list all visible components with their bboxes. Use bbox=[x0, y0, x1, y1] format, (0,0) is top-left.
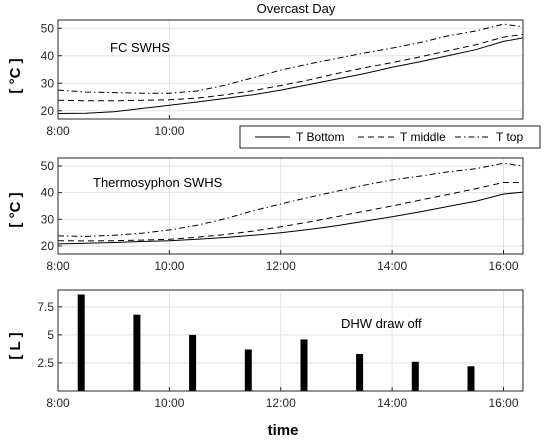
bar bbox=[244, 349, 252, 391]
y-axis-label: [ °C ] bbox=[7, 192, 24, 227]
bar bbox=[300, 339, 308, 391]
plot-frame bbox=[57, 157, 524, 255]
x-tick-label: 8:00 bbox=[46, 124, 70, 138]
series-lines bbox=[57, 162, 524, 245]
x-tick-label: 10:00 bbox=[154, 396, 184, 410]
x-tick-label: 10:00 bbox=[154, 124, 184, 138]
panel-annotation: DHW draw off bbox=[341, 316, 422, 331]
x-tick-labels: 8:00 10:00 12:00 14:00 16:00 bbox=[46, 250, 519, 273]
y-tick-label: 5 bbox=[47, 328, 54, 342]
panel-dhw-draw-off: 2.5 5 7.5 8:00 10:00 12:00 14:00 16:00 DHW dra… bbox=[7, 289, 524, 439]
panel-annotation: Thermosyphon SWHS bbox=[93, 175, 223, 190]
series-lines bbox=[57, 23, 524, 114]
y-tick-label: 2.5 bbox=[37, 356, 54, 370]
y-axis-label: [ L ] bbox=[7, 332, 24, 359]
x-tick-label: 8:00 bbox=[46, 259, 70, 273]
y-axis-label: [ °C ] bbox=[7, 58, 24, 93]
legend-label-t-bottom: T Bottom bbox=[296, 130, 344, 144]
gridlines bbox=[58, 20, 523, 119]
x-tick-label: 14:00 bbox=[377, 396, 407, 410]
x-tick-label: 8:00 bbox=[46, 396, 70, 410]
series-line-t-middle bbox=[57, 182, 523, 242]
plot-frame bbox=[57, 289, 524, 392]
y-tick-label: 30 bbox=[41, 212, 55, 226]
bar bbox=[77, 294, 85, 391]
y-tick-label: 50 bbox=[41, 159, 55, 173]
x-tick-labels: 8:00 10:00 12:00 14:00 16:00 bbox=[46, 387, 519, 410]
series-line-t-top bbox=[57, 162, 524, 237]
y-tick-labels: 20 30 40 50 bbox=[41, 21, 62, 118]
x-axis-label: time bbox=[268, 422, 299, 439]
bar bbox=[411, 361, 419, 391]
x-tick-label: 12:00 bbox=[266, 259, 296, 273]
y-tick-labels: 20 30 40 50 bbox=[41, 159, 62, 253]
y-tick-label: 40 bbox=[41, 49, 55, 63]
y-tick-label: 50 bbox=[41, 21, 55, 35]
bar bbox=[356, 354, 364, 391]
bar bbox=[189, 334, 197, 391]
x-tick-label: 16:00 bbox=[488, 396, 518, 410]
plot-frame bbox=[57, 19, 524, 120]
x-tick-label: 10:00 bbox=[154, 259, 184, 273]
series-line-t-bottom bbox=[57, 37, 524, 114]
gridlines bbox=[58, 290, 523, 391]
y-tick-label: 30 bbox=[41, 76, 55, 90]
x-tick-label: 14:00 bbox=[377, 259, 407, 273]
legend-label-t-top: T top bbox=[496, 130, 523, 144]
legend-label-t-middle: T middle bbox=[400, 130, 446, 144]
y-tick-label: 20 bbox=[41, 239, 55, 253]
y-tick-label: 20 bbox=[41, 104, 55, 118]
panel-fc-swhs: 20 30 40 50 8:00 10:00 FC SWHS [ °C ] bbox=[7, 19, 524, 138]
x-tick-label: 16:00 bbox=[488, 259, 518, 273]
panel-thermosyphon-swhs: 20 30 40 50 8:00 10:00 12:00 14:00 16:00 Thermo… bbox=[7, 157, 524, 273]
bar bbox=[133, 314, 141, 391]
bars bbox=[77, 294, 475, 391]
y-tick-label: 40 bbox=[41, 186, 55, 200]
x-tick-labels: 8:00 10:00 bbox=[46, 115, 185, 138]
series-line-t-bottom bbox=[57, 191, 524, 245]
legend: T Bottom T middle T top bbox=[239, 125, 541, 149]
gridlines bbox=[58, 158, 523, 254]
chart-title: Overcast Day bbox=[257, 1, 336, 16]
x-tick-label: 12:00 bbox=[266, 396, 296, 410]
y-tick-labels: 2.5 5 7.5 bbox=[37, 300, 62, 370]
bar bbox=[467, 366, 475, 391]
panel-annotation: FC SWHS bbox=[110, 40, 170, 55]
series-line-t-top bbox=[57, 23, 524, 94]
y-tick-label: 7.5 bbox=[37, 300, 54, 314]
